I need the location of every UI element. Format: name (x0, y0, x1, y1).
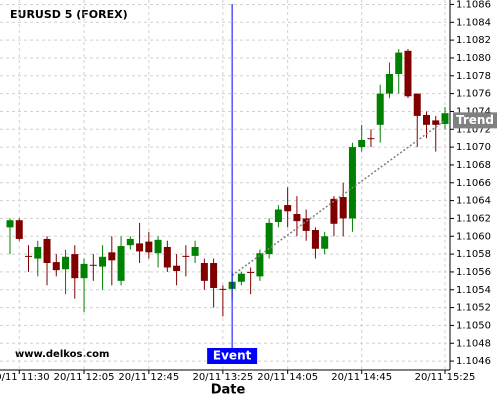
x-tick-label: 20/11 15:25 (415, 372, 476, 383)
candle-body (302, 218, 310, 231)
candle-body (422, 115, 430, 125)
y-tick-label: 1.1072 (456, 124, 491, 135)
candle-body (441, 113, 449, 124)
candle-body (200, 263, 208, 281)
candle-body (358, 139, 366, 148)
candle-body (413, 93, 421, 116)
y-tick-label: 1.1082 (456, 35, 491, 46)
candle-body (376, 93, 384, 125)
event-label: Event (213, 349, 252, 363)
y-tick-label: 1.1064 (456, 196, 491, 207)
candle-body (256, 253, 264, 277)
candle-body (265, 222, 273, 255)
x-tick-label: 20/11 12:45 (118, 372, 179, 383)
candle-body (404, 50, 412, 97)
candle-body (237, 273, 245, 282)
candle-body (173, 265, 181, 272)
candle-body (321, 236, 329, 249)
y-tick-label: 1.1058 (456, 249, 491, 260)
y-tick-label: 1.1078 (456, 71, 491, 82)
y-tick-label: 1.1050 (456, 320, 491, 331)
candle-body (191, 246, 199, 256)
candle-body (432, 120, 440, 125)
candle-body (34, 246, 42, 259)
candle-body (210, 263, 218, 288)
candle-body (80, 263, 88, 279)
y-tick-label: 1.1076 (456, 89, 491, 100)
candle-body (25, 255, 33, 257)
candle-body (247, 271, 255, 273)
x-tick-label: 20/11 14:05 (257, 372, 318, 383)
candle-body (385, 74, 393, 94)
candle-body (117, 246, 125, 281)
candle-body (62, 256, 70, 270)
y-tick-label: 1.1046 (456, 356, 491, 367)
candle-body (339, 197, 347, 219)
candle-body (136, 243, 144, 252)
x-axis-title: Date (211, 383, 246, 398)
y-tick-label: 1.1074 (456, 106, 491, 117)
chart-title: EURUSD 5 (FOREX) (10, 8, 128, 21)
x-tick-label: 20/11 14:45 (331, 372, 392, 383)
y-tick-label: 1.1066 (456, 178, 491, 189)
candle-body (145, 241, 153, 253)
candle-body (15, 220, 23, 239)
candle-body (71, 254, 79, 279)
y-tick-label: 1.1054 (456, 285, 491, 296)
x-tick-label: 20/11 12:05 (54, 372, 115, 383)
y-tick-label: 1.1070 (456, 142, 491, 153)
y-tick-label: 1.1080 (456, 53, 491, 64)
candle-body (6, 220, 14, 228)
x-tick-label: 20/11 13:25 (192, 372, 253, 383)
trend-label-box (453, 112, 497, 129)
candle-body (274, 209, 282, 222)
candle-body (293, 213, 301, 222)
x-tick-label: 20/11 11:30 (0, 372, 50, 383)
candle-body (89, 264, 97, 266)
candle-body (99, 256, 107, 267)
y-tick-label: 1.1084 (456, 17, 491, 28)
y-tick-label: 1.1062 (456, 213, 491, 224)
candle-body (348, 147, 356, 219)
candle-body (182, 255, 190, 257)
candle-body (52, 262, 60, 271)
candle-body (367, 138, 375, 140)
y-tick-label: 1.1060 (456, 231, 491, 242)
y-tick-label: 1.1086 (456, 0, 491, 10)
trend-label: Trend (456, 113, 494, 127)
candle-body (43, 238, 51, 264)
y-tick-label: 1.1048 (456, 338, 491, 349)
y-tick-label: 1.1068 (456, 160, 491, 171)
candle-body (219, 288, 227, 290)
candle-body (154, 239, 162, 254)
event-label-box (207, 348, 258, 364)
candle-body (311, 230, 319, 249)
candle-body (284, 205, 292, 212)
candle-body (330, 198, 338, 224)
y-tick-label: 1.1052 (456, 303, 491, 314)
candle-body (395, 52, 403, 74)
watermark: www.delkos.com (15, 349, 109, 360)
y-tick-label: 1.1056 (456, 267, 491, 278)
candle-body (163, 246, 171, 268)
candle-body (126, 238, 134, 246)
candle-body (108, 252, 116, 261)
